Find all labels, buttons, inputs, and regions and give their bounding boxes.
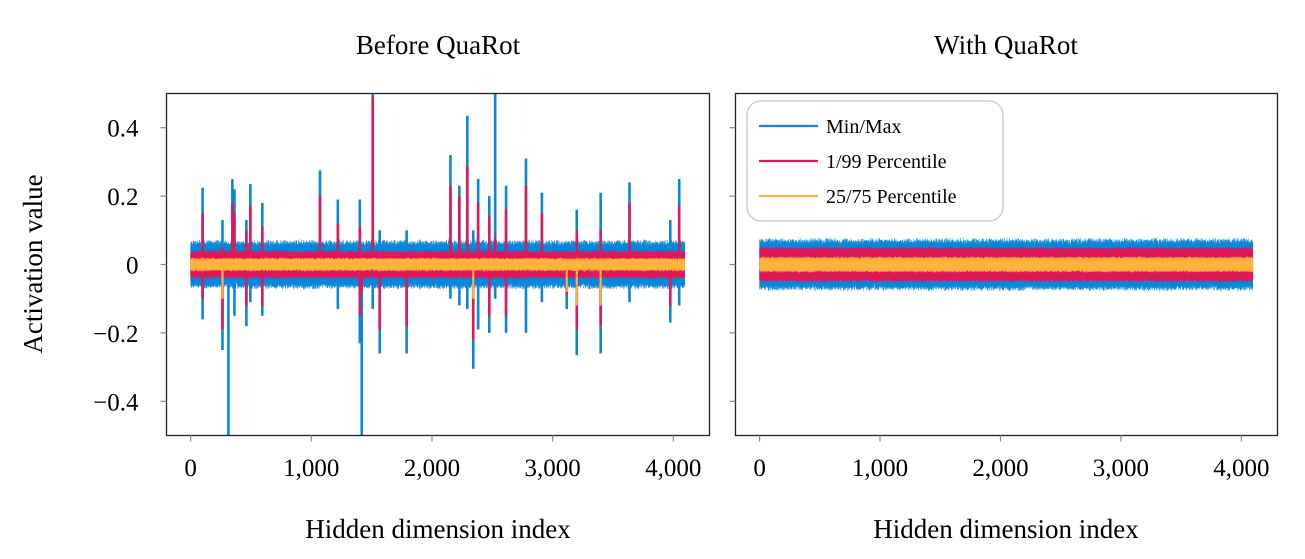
- y-tick-label: 0.4: [107, 116, 139, 143]
- y-tick-label: −0.2: [93, 321, 138, 348]
- x-axis-label: Hidden dimension index: [305, 514, 571, 544]
- x-tick-label: 3,000: [1093, 455, 1149, 482]
- x-tick-label: 1,000: [852, 455, 908, 482]
- y-tick-label: −0.4: [93, 389, 139, 416]
- y-tick-label: 0.2: [107, 184, 138, 211]
- y-axis: −0.4 −0.2 0 0.2 0.4: [93, 116, 167, 416]
- legend-box: [746, 100, 1004, 222]
- x-tick-label: 4,000: [1213, 455, 1269, 482]
- x-axis: 0 1,000 2,000 3,000 4,000: [753, 435, 1269, 482]
- x-tick-label: 4,000: [645, 455, 701, 482]
- series-p25-75: [190, 257, 686, 306]
- series-p25-75-outliers: [221, 259, 602, 306]
- series-p1-99-outliers: [201, 96, 681, 340]
- x-tick-label: 2,000: [972, 455, 1028, 482]
- legend-label-minmax: Min/Max: [826, 116, 902, 138]
- plot-area: [759, 237, 1254, 292]
- panel-with-quarot: With QuaRot 0 1,000 2,000 3,000 4,000 Hidden…: [729, 30, 1279, 544]
- y-axis: [729, 127, 736, 402]
- series-p25-75: [759, 256, 1254, 273]
- x-tick-label: 0: [753, 455, 766, 482]
- x-tick-label: 0: [184, 455, 197, 482]
- legend: Min/Max 1/99 Percentile 25/75 Percentile: [746, 100, 1004, 222]
- x-tick-label: 3,000: [525, 455, 581, 482]
- legend-label-p1-99: 1/99 Percentile: [826, 151, 947, 173]
- plot-area: [190, 93, 686, 436]
- series-p1-99: [190, 96, 686, 340]
- legend-label-p25-75: 25/75 Percentile: [826, 186, 957, 208]
- x-axis: 0 1,000 2,000 3,000 4,000: [184, 435, 701, 482]
- x-tick-label: 2,000: [404, 455, 460, 482]
- x-tick-label: 1,000: [283, 455, 339, 482]
- x-axis-label: Hidden dimension index: [873, 514, 1139, 544]
- chart-title: Before QuaRot: [356, 30, 521, 60]
- y-tick-label: 0: [126, 253, 139, 280]
- y-axis-label: Activation value: [18, 174, 48, 353]
- panel-before-quarot: Before QuaRot 0 1,000 2,000 3,000 4,000 −0.4…: [18, 30, 711, 544]
- chart-title: With QuaRot: [934, 30, 1078, 60]
